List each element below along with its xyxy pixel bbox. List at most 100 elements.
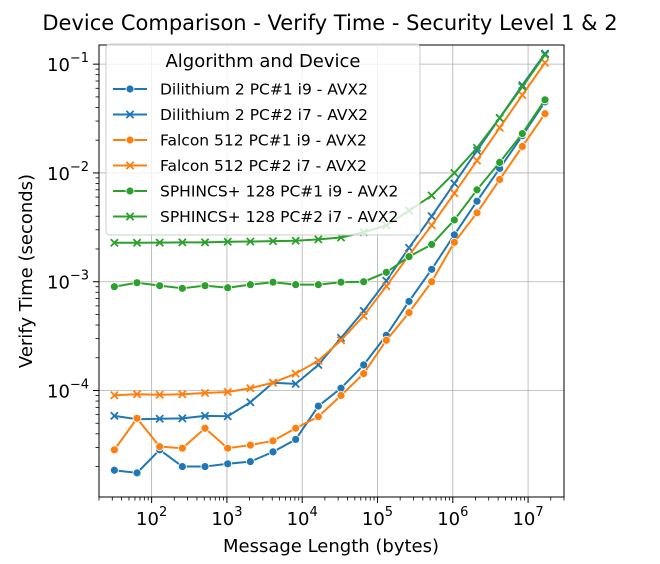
data-point xyxy=(200,411,210,421)
series-1 xyxy=(109,97,550,478)
data-point xyxy=(245,280,255,290)
data-point xyxy=(178,389,187,399)
data-point xyxy=(109,282,119,292)
data-point xyxy=(427,191,436,200)
data-point xyxy=(291,280,301,290)
legend-entry: Dilithium 2 PC#2 i7 - AVX2 xyxy=(113,106,368,124)
data-point xyxy=(540,95,550,105)
data-point xyxy=(200,462,210,471)
data-point xyxy=(291,423,301,433)
data-point xyxy=(125,161,135,170)
legend-entry: Falcon 512 PC#2 i7 - AVX2 xyxy=(113,157,367,175)
data-point xyxy=(540,109,550,119)
data-point xyxy=(125,186,135,196)
legend-label: Falcon 512 PC#1 i9 - AVX2 xyxy=(160,132,367,150)
y-tick-label: 10−4 xyxy=(47,378,89,403)
data-point xyxy=(314,235,323,244)
data-point xyxy=(495,123,504,133)
data-point xyxy=(427,240,437,249)
data-point xyxy=(495,158,505,167)
data-point xyxy=(223,387,232,397)
series-5 xyxy=(109,95,550,293)
data-point xyxy=(517,129,527,138)
data-point xyxy=(200,423,210,433)
x-tick-label: 105 xyxy=(362,505,393,530)
legend-entry: SPHINCS+ 128 PC#2 i7 - AVX2 xyxy=(113,208,398,226)
legend-label: Dilithium 2 PC#1 i9 - AVX2 xyxy=(160,81,368,99)
data-point xyxy=(246,383,255,393)
data-point xyxy=(427,211,436,221)
data-point xyxy=(291,236,300,246)
data-point xyxy=(404,296,414,306)
data-point xyxy=(223,237,232,247)
y-tick-label: 10−1 xyxy=(47,51,89,76)
data-point xyxy=(359,311,368,321)
legend-items: Dilithium 2 PC#1 i9 - AVX2 Dilithium 2 PC… xyxy=(113,81,398,226)
series-4 xyxy=(110,58,550,400)
data-point xyxy=(336,335,346,345)
x-tick-label: 107 xyxy=(512,505,543,530)
data-point xyxy=(336,277,346,287)
data-point xyxy=(313,280,323,290)
data-point xyxy=(472,196,482,206)
data-point xyxy=(268,378,278,387)
data-point xyxy=(450,168,459,178)
data-point xyxy=(472,143,482,153)
data-point xyxy=(313,412,323,422)
data-point xyxy=(155,414,164,423)
legend-entry: Falcon 512 PC#1 i9 - AVX2 xyxy=(113,132,367,150)
data-point xyxy=(200,281,210,291)
data-point xyxy=(495,113,504,123)
data-point xyxy=(313,401,323,411)
series-line xyxy=(114,62,546,397)
data-point xyxy=(132,238,142,248)
legend-label: Dilithium 2 PC#2 i7 - AVX2 xyxy=(160,106,368,124)
data-point xyxy=(246,398,255,407)
data-point xyxy=(125,135,135,145)
x-tick-label: 104 xyxy=(287,505,318,530)
data-point xyxy=(291,369,300,378)
data-point xyxy=(125,84,135,94)
data-point xyxy=(245,457,255,467)
data-point xyxy=(178,238,187,247)
data-point xyxy=(336,333,346,343)
axis-ticks: 102 103 104 105 106 107 10−4 10−3 10−2 10−1 xyxy=(47,51,565,530)
data-point xyxy=(155,390,164,399)
data-point xyxy=(291,379,300,389)
data-point xyxy=(427,277,437,287)
data-point xyxy=(472,146,482,155)
chart-title: Device Comparison - Verify Time - Securi… xyxy=(42,11,617,35)
x-tick-label: 106 xyxy=(437,505,468,530)
data-point xyxy=(540,58,550,67)
data-point xyxy=(518,82,527,91)
data-point xyxy=(404,243,414,253)
legend-box xyxy=(105,43,421,236)
data-point xyxy=(268,447,278,457)
data-point xyxy=(495,175,505,184)
legend-label: Falcon 512 PC#2 i7 - AVX2 xyxy=(160,157,367,175)
legend-entry: SPHINCS+ 128 PC#1 i9 - AVX2 xyxy=(113,183,398,201)
data-point xyxy=(381,335,391,345)
data-point xyxy=(427,264,437,274)
data-point xyxy=(517,142,527,151)
data-point xyxy=(223,412,232,421)
x-axis-title: Message Length (bytes) xyxy=(223,536,439,557)
data-point xyxy=(110,411,119,421)
legend-label: SPHINCS+ 128 PC#1 i9 - AVX2 xyxy=(160,183,398,201)
data-point xyxy=(155,442,165,452)
data-point xyxy=(177,462,187,471)
data-point xyxy=(472,185,482,195)
data-point xyxy=(382,281,391,291)
legend-entry: Dilithium 2 PC#1 i9 - AVX2 xyxy=(113,81,368,99)
data-point xyxy=(200,238,210,247)
data-point xyxy=(427,221,436,230)
data-point xyxy=(404,252,414,262)
data-point xyxy=(314,356,323,365)
data-point xyxy=(291,435,301,444)
data-point xyxy=(109,445,119,455)
y-axis-title: Verify Time (seconds) xyxy=(16,174,37,368)
data-point xyxy=(450,179,459,188)
data-point xyxy=(336,391,346,400)
data-point xyxy=(381,267,391,277)
